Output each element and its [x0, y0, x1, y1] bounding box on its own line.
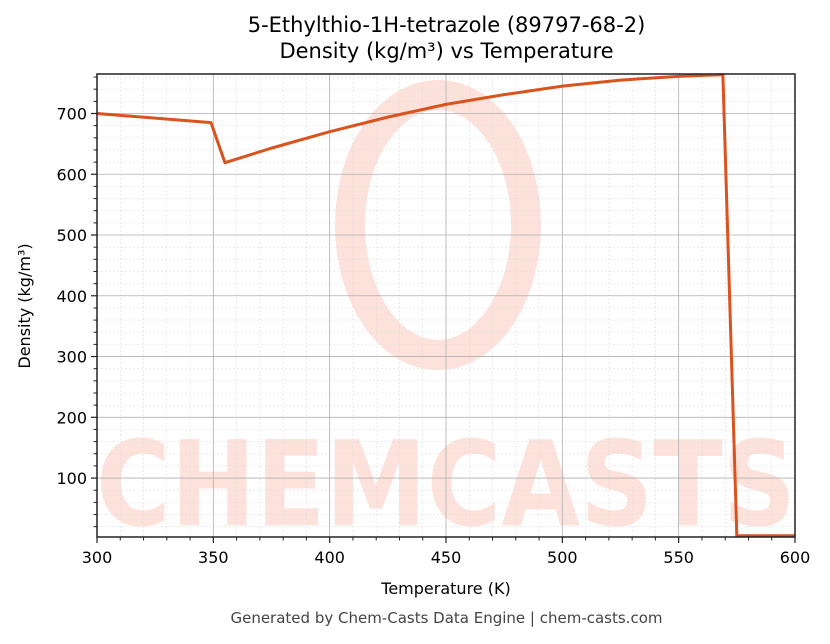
svg-text:350: 350 [198, 548, 229, 567]
svg-text:600: 600 [780, 548, 811, 567]
chart-title-line1: 5-Ethylthio-1H-tetrazole (89797-68-2) [247, 13, 646, 37]
x-axis-label: Temperature (K) [380, 579, 510, 598]
svg-text:300: 300 [56, 348, 87, 367]
svg-text:450: 450 [431, 548, 462, 567]
y-axis-label: Density (kg/m³) [15, 243, 34, 368]
svg-text:200: 200 [56, 408, 87, 427]
svg-text:100: 100 [56, 469, 87, 488]
svg-text:300: 300 [82, 548, 113, 567]
svg-text:500: 500 [56, 226, 87, 245]
svg-text:500: 500 [547, 548, 578, 567]
footer-credit: Generated by Chem-Casts Data Engine | ch… [230, 609, 663, 627]
major-grid [96, 74, 796, 537]
svg-text:400: 400 [314, 548, 345, 567]
density-line [96, 73, 795, 538]
svg-text:550: 550 [663, 548, 694, 567]
svg-text:600: 600 [56, 165, 87, 184]
svg-text:700: 700 [56, 104, 87, 123]
chart-title-line2: Density (kg/m³) vs Temperature [279, 39, 614, 63]
svg-text:400: 400 [56, 287, 87, 306]
axis-ticks: 300 350 400 450 500 550 600 100 200 300 400 500 600 7… [56, 76, 811, 567]
